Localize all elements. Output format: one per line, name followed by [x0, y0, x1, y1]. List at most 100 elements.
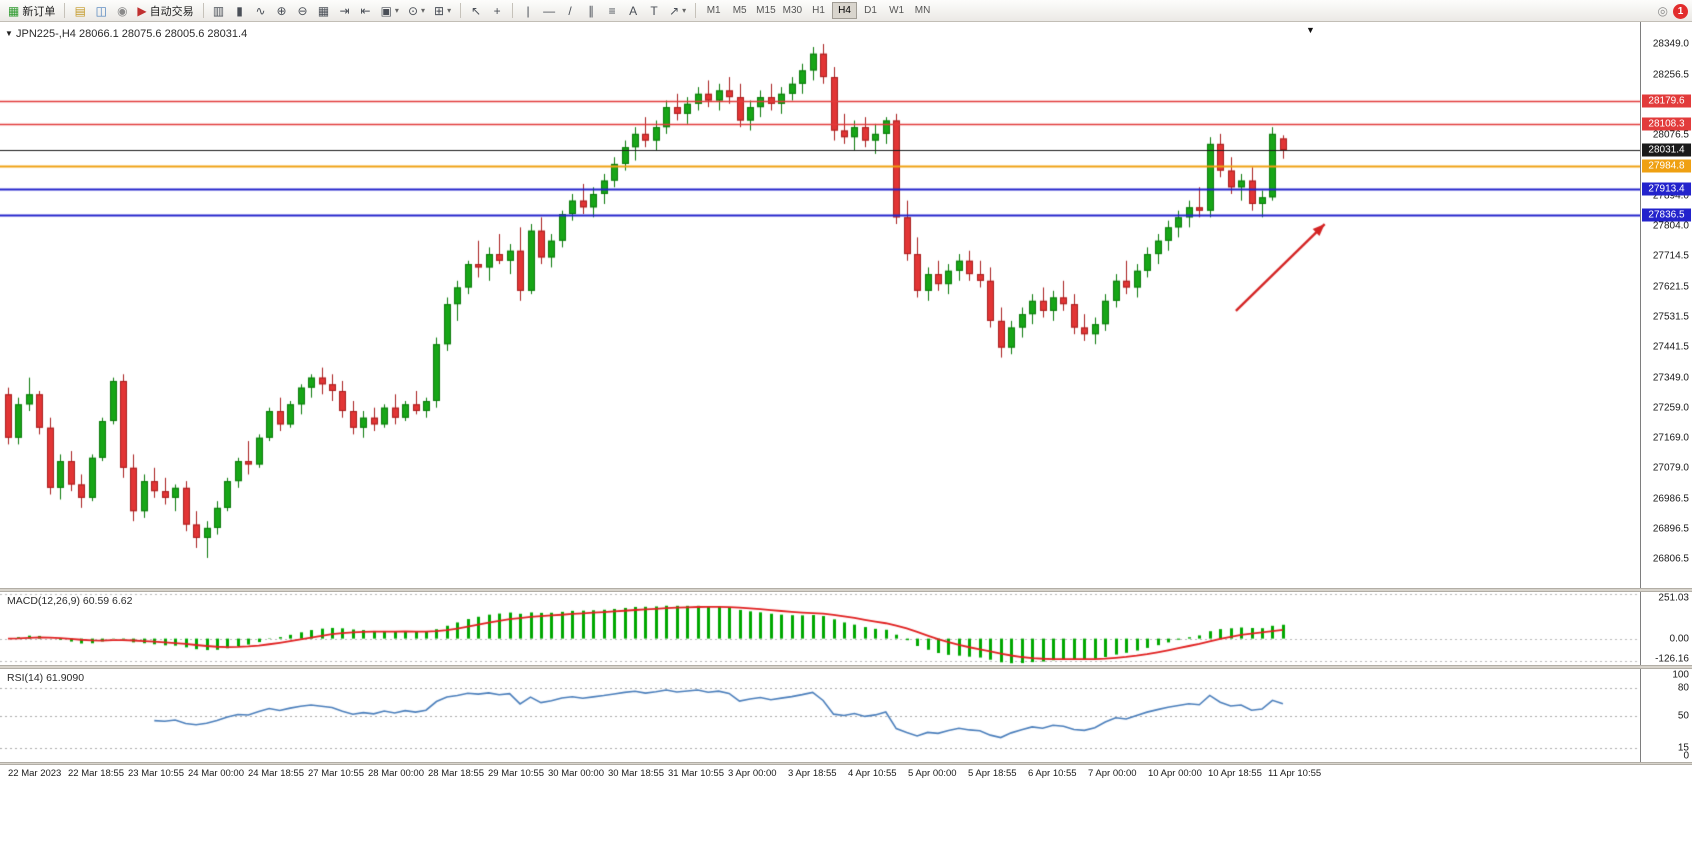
toolbar-separator — [202, 3, 204, 18]
chart-shift-button[interactable]: ⇤ — [356, 1, 376, 20]
line-chart-icon: ∿ — [255, 3, 266, 18]
time-tick-label: 22 Mar 18:55 — [68, 768, 124, 779]
new-chart-button[interactable]: ▣ ▾ — [377, 1, 403, 20]
rsi-label: RSI(14) 61.9090 — [7, 672, 85, 684]
toolbar-separator — [64, 3, 66, 18]
period-button[interactable]: ⊙ ▾ — [404, 1, 429, 20]
toolbar-separator — [460, 3, 462, 18]
auto-scroll-icon: ⇥ — [339, 3, 350, 18]
price-tick-label: 28076.5 — [1652, 129, 1689, 141]
rsi-panel: RSI(14) 61.9090 100 80 50 15 0 — [0, 669, 1692, 762]
price-chart-panel: ▼ JPN225-,H4 28066.1 28075.6 28005.6 280… — [0, 22, 1692, 588]
cursor-button[interactable]: ↖ — [466, 1, 486, 20]
toolbar: ▦ 新订单 ▤ ◫ ◉ ▶ 自动交易 ▥ ▮ ∿ ⊕ ⊖ ▦ ⇥ ⇤ ▣ ▾ ⊙ ▾ ⊞ ▾ ↖ + | — / ∥ ≡ A T ↗ ▾ M1 M… — [0, 0, 1692, 22]
timeframe-h1-button[interactable]: H1 — [812, 5, 825, 16]
price-axis[interactable]: 28349.028256.528166.528076.527986.527894… — [1640, 22, 1692, 588]
candle-chart-icon: ▮ — [236, 3, 243, 18]
time-tick-label: 28 Mar 18:55 — [428, 768, 484, 779]
timeframe-m15-button[interactable]: M15 — [756, 5, 776, 16]
text-label-button[interactable]: T — [644, 1, 664, 20]
panel-divider[interactable] — [0, 665, 1692, 669]
bar-chart-button[interactable]: ▥ — [209, 1, 229, 20]
time-axis[interactable]: 22 Mar 2023 22 Mar 18:55 23 Mar 10:55 24 Ma… — [0, 765, 1692, 782]
timeframe-mn-button[interactable]: MN — [914, 5, 931, 16]
time-tick-label: 10 Apr 18:55 — [1208, 768, 1262, 779]
time-tick-label: 5 Apr 00:00 — [908, 768, 957, 779]
vertical-line-button[interactable]: | — [518, 1, 538, 20]
fibonacci-button[interactable]: ≡ — [602, 1, 622, 20]
timeframe-m30-button[interactable]: M30 — [782, 5, 803, 16]
price-tick-label: 28349.0 — [1652, 38, 1689, 50]
panel-divider[interactable] — [0, 762, 1692, 765]
panel-divider[interactable] — [0, 588, 1692, 592]
notification-badge[interactable]: 1 — [1673, 3, 1688, 19]
timeframe-m5-button[interactable]: M5 — [732, 5, 747, 16]
fibonacci-icon: ≡ — [608, 3, 616, 18]
macd-canvas[interactable] — [0, 592, 1640, 665]
time-tick-label: 30 Mar 18:55 — [608, 768, 664, 779]
alerts-icon[interactable]: ◎ — [1657, 4, 1668, 18]
rsi-tick-label: 100 — [1672, 669, 1689, 681]
time-tick-label: 11 Apr 10:55 — [1268, 768, 1322, 779]
auto-trading-button[interactable]: ▶ 自动交易 — [133, 1, 197, 20]
dropdown-caret-icon: ▾ — [421, 6, 426, 15]
trendline-button[interactable]: / — [560, 1, 580, 20]
timeframe-w1-button[interactable]: W1 — [889, 5, 905, 16]
price-level-tag: 27836.5 — [1642, 208, 1691, 222]
zoom-in-icon: ⊕ — [276, 3, 287, 18]
rsi-canvas[interactable] — [0, 669, 1640, 762]
crosshair-button[interactable]: + — [487, 1, 507, 20]
horizontal-line-button[interactable]: — — [539, 1, 559, 20]
zoom-out-button[interactable]: ⊖ — [293, 1, 313, 20]
cursor-icon: ↖ — [471, 3, 482, 18]
dropdown-caret-icon: ▾ — [447, 6, 452, 15]
toolbar-separator — [512, 3, 514, 18]
price-tick-label: 27441.5 — [1652, 341, 1689, 353]
new-chart-icon: ▣ — [380, 3, 392, 18]
channel-button[interactable]: ∥ — [581, 1, 601, 20]
time-tick-label: 6 Apr 10:55 — [1028, 768, 1077, 779]
new-order-button[interactable]: ▦ 新订单 — [4, 1, 59, 20]
indicators-icon: ⊞ — [434, 3, 445, 18]
profile-button[interactable]: ▤ — [70, 1, 90, 20]
time-tick-label: 24 Mar 18:55 — [248, 768, 304, 779]
new-order-button-label: 新订单 — [22, 5, 56, 18]
time-tick-label: 31 Mar 10:55 — [668, 768, 724, 779]
line-chart-button[interactable]: ∿ — [251, 1, 271, 20]
auto-scroll-button[interactable]: ⇥ — [335, 1, 355, 20]
timeframe-h4-button[interactable]: H4 — [832, 2, 858, 19]
macd-tick-label: 0.00 — [1669, 633, 1689, 645]
time-tick-label: 3 Apr 00:00 — [728, 768, 777, 779]
price-chart-canvas[interactable] — [0, 22, 1640, 588]
price-level-tag: 28179.6 — [1642, 94, 1691, 108]
chart-shift-marker-icon[interactable]: ▼ — [1306, 25, 1315, 35]
chart-menu-caret-icon[interactable]: ▼ — [5, 29, 13, 38]
timeframe-m1-button[interactable]: M1 — [706, 5, 721, 16]
macd-axis[interactable]: 251.03 0.00 -126.16 — [1640, 592, 1692, 665]
tile-windows-button[interactable]: ▦ — [314, 1, 334, 20]
auto-trading-button-label: 自动交易 — [149, 5, 194, 18]
timeframe-d1-button[interactable]: D1 — [864, 5, 877, 16]
macd-tick-label: 251.03 — [1658, 592, 1689, 604]
text-button[interactable]: A — [623, 1, 643, 20]
market-watch-button[interactable]: ◫ — [91, 1, 111, 20]
rsi-tick-label: 15 — [1677, 742, 1689, 754]
new-order-icon: ▦ — [8, 3, 20, 18]
macd-panel: MACD(12,26,9) 60.59 6.62 251.03 0.00 -126.… — [0, 592, 1692, 665]
arrows-button[interactable]: ↗ ▾ — [665, 1, 690, 20]
indicators-button[interactable]: ⊞ ▾ — [430, 1, 455, 20]
price-tick-label: 26986.5 — [1652, 493, 1689, 505]
price-tick-label: 27621.5 — [1652, 281, 1689, 293]
tile-windows-icon: ▦ — [317, 3, 330, 18]
toolbar-items: ▦ 新订单 ▤ ◫ ◉ ▶ 自动交易 ▥ ▮ ∿ ⊕ ⊖ ▦ ⇥ ⇤ ▣ ▾ ⊙ ▾ ⊞ ▾ ↖ + | — / ∥ ≡ A T ↗ ▾ M1 M… — [4, 1, 935, 20]
rsi-axis[interactable]: 100 80 50 15 0 — [1640, 669, 1692, 762]
chart-shift-icon: ⇤ — [360, 3, 371, 18]
price-tick-label: 27349.0 — [1652, 372, 1689, 384]
candle-chart-button[interactable]: ▮ — [230, 1, 250, 20]
zoom-in-button[interactable]: ⊕ — [272, 1, 292, 20]
refresh-button[interactable]: ◉ — [112, 1, 132, 20]
text-icon: A — [629, 3, 638, 18]
rsi-tick-label: 80 — [1677, 682, 1689, 694]
price-tick-label: 27169.0 — [1652, 432, 1689, 444]
